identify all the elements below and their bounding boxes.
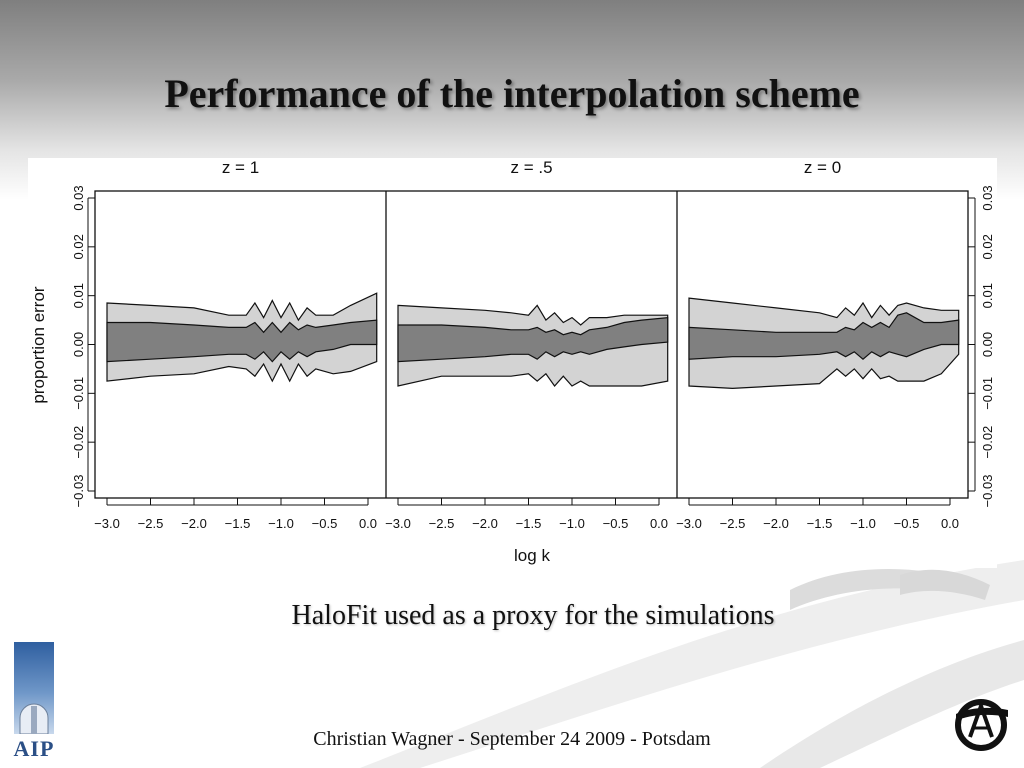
y-tick-label-right: 0.00 <box>980 332 995 357</box>
chart-svg: z = 1 z = .5 z = 0 −3.0 −2.5 −2.0 −1.5 −1.0 −0.… <box>29 158 995 565</box>
panel-title: z = .5 <box>510 158 552 177</box>
y-tick-label-left: −0.02 <box>71 426 86 459</box>
x-tick-label: −2.5 <box>138 516 164 531</box>
x-tick-label: −3.0 <box>385 516 411 531</box>
y-tick-label-right: 0.03 <box>980 185 995 210</box>
x-tick-label: −1.5 <box>516 516 542 531</box>
inner-error-band <box>397 316 669 363</box>
axes-layer: −3.0 −2.5 −2.0 −1.5 −1.0 −0.5 0.0 −3.0 −2.5 −2.0 −… <box>71 185 995 531</box>
x-tick-label: −2.0 <box>181 516 207 531</box>
x-tick-label: −1.5 <box>225 516 251 531</box>
y-tick-label-right: −0.01 <box>980 377 995 410</box>
slide-title: Performance of the interpolation scheme <box>164 71 860 116</box>
x-tick-label: 0.0 <box>359 516 377 531</box>
x-tick-label: −2.0 <box>472 516 498 531</box>
inner-error-band <box>106 319 378 363</box>
y-tick-label-left: 0.00 <box>71 332 86 357</box>
x-tick-label: −1.0 <box>268 516 294 531</box>
x-tick-label: −0.5 <box>603 516 629 531</box>
y-tick-label-right: 0.01 <box>980 283 995 308</box>
x-tick-label: −3.0 <box>676 516 702 531</box>
x-tick-label: −1.5 <box>807 516 833 531</box>
y-tick-label-left: −0.03 <box>71 475 86 508</box>
x-tick-label: −3.0 <box>94 516 120 531</box>
x-tick-label: −0.5 <box>312 516 338 531</box>
y-tick-label-right: 0.02 <box>980 234 995 259</box>
y-tick-label-right: −0.02 <box>980 426 995 459</box>
x-tick-label: 0.0 <box>941 516 959 531</box>
y-tick-label-left: 0.02 <box>71 234 86 259</box>
x-tick-label: −1.0 <box>559 516 585 531</box>
panel-1: z = 1 <box>106 158 378 383</box>
panels-layer: z = 1 z = .5 z = 0 <box>106 158 960 390</box>
y-tick-label-left: −0.01 <box>71 377 86 410</box>
aip-logo-text: AIP <box>13 736 55 761</box>
panel-title: z = 0 <box>804 158 841 177</box>
y-axis-label: proportion error <box>29 286 48 404</box>
y-tick-label-left: 0.03 <box>71 185 86 210</box>
x-tick-label: −2.5 <box>429 516 455 531</box>
x-tick-label: −1.0 <box>850 516 876 531</box>
inner-error-band <box>688 312 960 360</box>
x-tick-label: −2.0 <box>763 516 789 531</box>
panel-3: z = 0 <box>688 158 960 390</box>
aip-logo: AIP <box>12 642 56 762</box>
y-tick-label-right: −0.03 <box>980 475 995 508</box>
x-tick-label: −0.5 <box>894 516 920 531</box>
x-axis-label: log k <box>514 546 550 565</box>
panel-title: z = 1 <box>222 158 259 177</box>
x-tick-label: 0.0 <box>650 516 668 531</box>
ag-logo-icon <box>955 699 1008 751</box>
chart-area: z = 1 z = .5 z = 0 −3.0 −2.5 −2.0 −1.5 −1.0 −0.… <box>28 158 997 568</box>
slide-caption: HaloFit used as a proxy for the simulati… <box>291 600 775 631</box>
observatory-dome-icon <box>19 703 49 734</box>
slide-footer: Christian Wagner - September 24 2009 - P… <box>313 728 711 750</box>
x-tick-label: −2.5 <box>720 516 746 531</box>
y-tick-label-left: 0.01 <box>71 283 86 308</box>
panel-2: z = .5 <box>397 158 669 387</box>
